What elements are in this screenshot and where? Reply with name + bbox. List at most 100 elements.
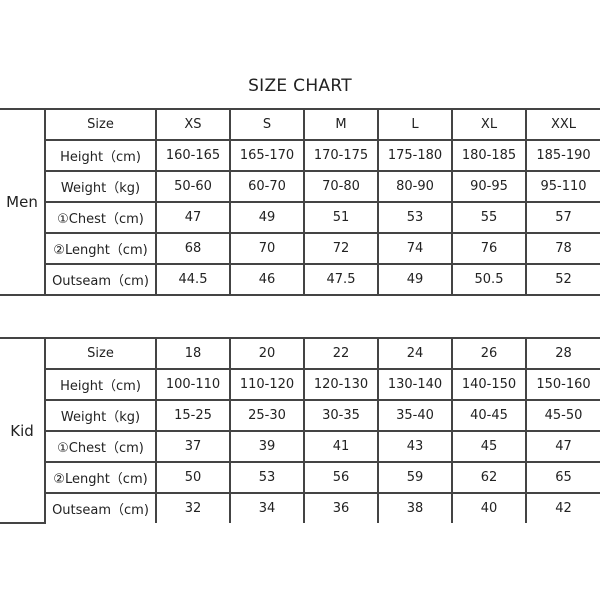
table-cell: 53 [229, 461, 305, 494]
row-label: Weight（kg) [44, 399, 157, 432]
size-header-cell: L [377, 108, 453, 141]
table-cell: 130-140 [377, 368, 453, 401]
table-cell: 76 [451, 232, 527, 265]
table-cell: 70-80 [303, 170, 379, 203]
table-row: Outseam（cm) 32 34 36 38 40 42 [0, 492, 600, 523]
table-cell: 39 [229, 430, 305, 463]
table-cell: 45 [451, 430, 527, 463]
table-cell: 36 [303, 492, 379, 523]
size-header-cell: 26 [451, 337, 527, 370]
table-row: Weight（kg) 15-25 25-30 30-35 35-40 40-45 45-50 [0, 399, 600, 432]
row-label: ①Chest（cm) [44, 430, 157, 463]
row-label: ①Chest（cm) [44, 201, 157, 234]
row-label: Weight（kg) [44, 170, 157, 203]
table-cell: 185-190 [525, 139, 600, 172]
table-cell: 72 [303, 232, 379, 265]
table-cell: 44.5 [155, 263, 231, 296]
row-label: ②Lenght（cm) [44, 461, 157, 494]
table-row: Height（cm) 160-165 165-170 170-175 175-180 18… [0, 139, 600, 172]
table-cell: 30-35 [303, 399, 379, 432]
table-cell: 110-120 [229, 368, 305, 401]
table-cell: 40-45 [451, 399, 527, 432]
table-cell: 140-150 [451, 368, 527, 401]
table-cell: 59 [377, 461, 453, 494]
table-cell: 165-170 [229, 139, 305, 172]
table-cell: 47.5 [303, 263, 379, 296]
table-cell: 41 [303, 430, 379, 463]
table-cell: 45-50 [525, 399, 600, 432]
row-label: Height（cm) [44, 368, 157, 401]
size-header-cell: XXL [525, 108, 600, 141]
row-label: Height（cm) [44, 139, 157, 172]
table-cell: 57 [525, 201, 600, 234]
table-cell: 55 [451, 201, 527, 234]
table-cell: 15-25 [155, 399, 231, 432]
header-row: Kid Size 18 20 22 24 26 28 [0, 337, 600, 524]
size-header-cell: 24 [377, 337, 453, 370]
row-label: Outseam（cm) [44, 492, 157, 523]
table-cell: 38 [377, 492, 453, 523]
size-header-cell: 22 [303, 337, 379, 370]
row-label: Size [44, 108, 157, 141]
table-cell: 65 [525, 461, 600, 494]
table-cell: 47 [525, 430, 600, 463]
row-label: Size [44, 337, 157, 370]
size-header-cell: 28 [525, 337, 600, 370]
table-cell: 53 [377, 201, 453, 234]
table-cell: 35-40 [377, 399, 453, 432]
table-row: Height（cm) 100-110 110-120 120-130 130-140 14… [0, 368, 600, 401]
table-row: ①Chest（cm) 37 39 41 43 45 47 [0, 430, 600, 463]
table-cell: 50.5 [451, 263, 527, 296]
table-cell: 160-165 [155, 139, 231, 172]
size-header-cell: XL [451, 108, 527, 141]
table-cell: 34 [229, 492, 305, 523]
table-cell: 49 [377, 263, 453, 296]
table-cell: 95-110 [525, 170, 600, 203]
table-cell: 70 [229, 232, 305, 265]
table-cell: 52 [525, 263, 600, 296]
table-cell: 42 [525, 492, 600, 523]
table-cell: 25-30 [229, 399, 305, 432]
table-cell: 40 [451, 492, 527, 523]
table-cell: 49 [229, 201, 305, 234]
table-row: ②Lenght（cm) 68 70 72 74 76 78 [0, 232, 600, 265]
table-cell: 56 [303, 461, 379, 494]
table-cell: 68 [155, 232, 231, 265]
table-cell: 32 [155, 492, 231, 523]
header-row: Men Size XS S M L XL XXL [0, 108, 600, 296]
table-cell: 90-95 [451, 170, 527, 203]
table-cell: 47 [155, 201, 231, 234]
row-label: Outseam（cm) [44, 263, 157, 296]
table-cell: 175-180 [377, 139, 453, 172]
row-label: ②Lenght（cm) [44, 232, 157, 265]
size-header-cell: 18 [155, 337, 231, 370]
size-header-cell: XS [155, 108, 231, 141]
table-row: Weight（kg) 50-60 60-70 70-80 80-90 90-95 95-11… [0, 170, 600, 203]
table-cell: 50-60 [155, 170, 231, 203]
page-title: SIZE CHART [248, 76, 352, 96]
table-cell: 46 [229, 263, 305, 296]
group-label: Men [0, 108, 46, 296]
table-cell: 62 [451, 461, 527, 494]
kid-size-table: Kid Size 18 20 22 24 26 28 Height（cm) 100-110 110-… [0, 337, 600, 524]
size-header-cell: 20 [229, 337, 305, 370]
table-row: Outseam（cm) 44.5 46 47.5 49 50.5 52 [0, 263, 600, 296]
table-cell: 170-175 [303, 139, 379, 172]
table-cell: 80-90 [377, 170, 453, 203]
table-cell: 78 [525, 232, 600, 265]
table-cell: 150-160 [525, 368, 600, 401]
table-row: ①Chest（cm) 47 49 51 53 55 57 [0, 201, 600, 234]
group-label: Kid [0, 337, 46, 524]
size-header-cell: S [229, 108, 305, 141]
table-cell: 100-110 [155, 368, 231, 401]
table-cell: 37 [155, 430, 231, 463]
table-cell: 120-130 [303, 368, 379, 401]
table-row: ②Lenght（cm) 50 53 56 59 62 65 [0, 461, 600, 494]
size-header-cell: M [303, 108, 379, 141]
men-size-table: Men Size XS S M L XL XXL Height（cm) 160-165 165-17… [0, 108, 600, 296]
table-cell: 51 [303, 201, 379, 234]
table-cell: 43 [377, 430, 453, 463]
table-cell: 60-70 [229, 170, 305, 203]
table-cell: 180-185 [451, 139, 527, 172]
table-cell: 50 [155, 461, 231, 494]
